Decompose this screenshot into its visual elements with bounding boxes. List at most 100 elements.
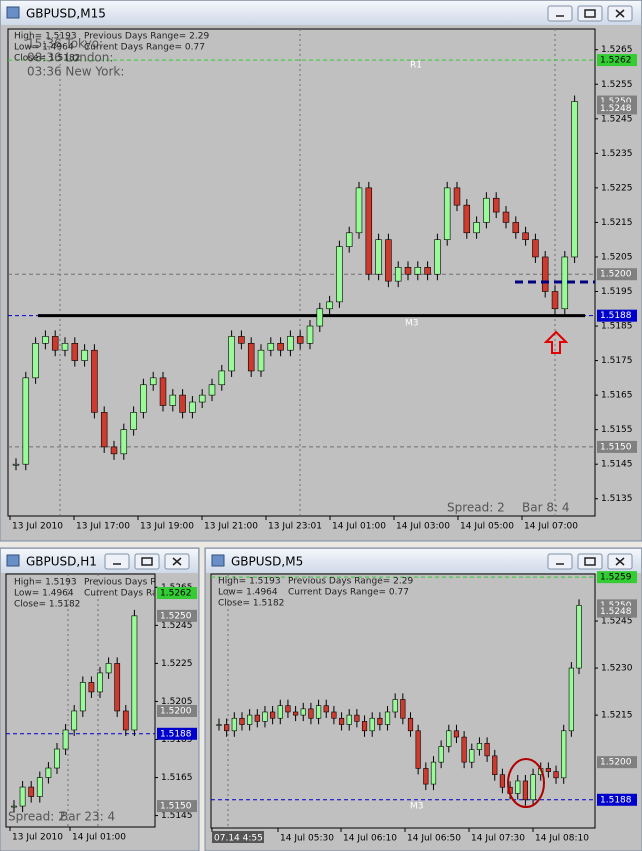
candle	[91, 349, 98, 413]
info-text: High= 1.5193	[218, 577, 281, 587]
minimize-button[interactable]	[547, 553, 573, 570]
y-tick-label: 1.5245	[601, 114, 633, 124]
candle	[553, 771, 559, 779]
minimize-button[interactable]	[104, 553, 130, 570]
candle	[218, 370, 226, 386]
window-icon	[6, 554, 20, 567]
info-text: Close= 1.5182	[14, 54, 80, 64]
price-box-label: 1.5188	[600, 311, 632, 321]
price-box-label: 1.5188	[600, 795, 632, 805]
candle	[208, 384, 216, 396]
candle	[476, 743, 483, 750]
candle	[71, 710, 78, 731]
price-box-label: 1.5200	[160, 706, 192, 716]
window-title: GBPUSD,M15	[26, 7, 106, 21]
price-box-label: 1.5200	[600, 270, 632, 280]
candle	[492, 197, 500, 213]
price-box-label: 1.5262	[600, 56, 632, 66]
candle	[530, 774, 536, 801]
signal-arrow	[543, 330, 569, 354]
y-tick-label: 1.5205	[601, 252, 633, 262]
restore-icon	[584, 557, 596, 566]
plot-content: High= 1.5193 Previous Days Range= 2.29 Low…	[211, 574, 595, 828]
candle	[551, 291, 559, 310]
chart-window: GBPUSD,H1 High= 1.5193 Previous Days Range…	[0, 547, 209, 851]
candle	[308, 708, 314, 719]
candle	[394, 267, 402, 282]
candle	[54, 748, 60, 769]
plot-content: 15:36 Tokyo:08:36 London:03:36 New York:…	[8, 29, 595, 516]
info-text: Previous Days Range= 2.29	[288, 577, 413, 587]
candle	[262, 711, 268, 722]
candle	[61, 343, 69, 351]
y-tick-label: 1.5255	[601, 80, 633, 90]
minimize-button[interactable]	[547, 5, 573, 22]
candle	[338, 717, 345, 725]
candle	[28, 786, 35, 797]
restore-button[interactable]	[577, 553, 603, 570]
x-tick-label: 13 Jul 23:01	[268, 522, 322, 532]
candle	[355, 187, 363, 234]
y-tick-label: 1.5245	[161, 621, 193, 631]
candle	[423, 768, 429, 785]
restore-button[interactable]	[134, 553, 160, 570]
y-tick-label: 1.5175	[601, 356, 633, 366]
info-text: Current Days Range= 0.77	[84, 43, 205, 53]
candle	[438, 746, 444, 763]
candle	[277, 705, 283, 719]
candle	[323, 705, 329, 713]
candle	[32, 343, 39, 379]
candle	[270, 711, 276, 719]
candle	[484, 743, 490, 757]
candle	[377, 717, 383, 725]
candle	[131, 615, 138, 731]
price-box-label: 1.5200	[600, 758, 632, 768]
info-text: Close= 1.5182	[218, 599, 284, 609]
y-tick-label: 1.5225	[161, 659, 193, 669]
candle	[384, 711, 391, 725]
y-tick-label: 1.5245	[601, 617, 633, 627]
candle	[228, 336, 235, 372]
info-text: Previous Days Range= 2.29	[84, 578, 209, 588]
x-tick-label: 14 Jul 08:10	[535, 834, 589, 844]
restore-button[interactable]	[577, 5, 603, 22]
price-box	[157, 609, 197, 622]
candle	[463, 204, 471, 234]
candle	[375, 239, 382, 275]
chart-window: GBPUSD,M5 High= 1.5193 Previous Days Range…	[204, 547, 642, 851]
candle	[404, 267, 412, 275]
x-tick-label: 14 Jul 05:00	[460, 522, 514, 532]
price-box	[157, 800, 197, 813]
candle	[306, 325, 314, 344]
price-box-label: 1.5250	[160, 611, 192, 621]
candle	[346, 714, 352, 725]
candle	[354, 714, 360, 722]
price-box-label: 1.5150	[600, 442, 632, 452]
candle	[231, 717, 237, 732]
price-box	[597, 756, 637, 769]
candle	[12, 463, 20, 466]
candle	[122, 710, 129, 731]
candle	[247, 343, 255, 372]
price-box	[597, 54, 637, 67]
candle	[453, 730, 460, 738]
price-box-label: 1.5248	[600, 607, 632, 617]
candle	[238, 336, 245, 344]
window-title: GBPUSD,M5	[231, 555, 303, 569]
candle	[114, 663, 121, 712]
candle	[453, 187, 461, 206]
candle	[365, 187, 373, 275]
title-bar	[1, 1, 641, 25]
plot-content: High= 1.5193 Previous Days Range= 2.29 Low…	[6, 574, 209, 827]
session-clock: 03:36 New York:	[27, 65, 124, 79]
candle	[502, 211, 510, 223]
highlight-circle	[507, 758, 545, 808]
candle	[515, 780, 521, 794]
y-tick-label: 1.5215	[601, 711, 633, 721]
price-box	[597, 605, 637, 618]
price-box	[597, 102, 637, 115]
candle	[331, 711, 337, 719]
x-tick-label: 07.14 4:55	[214, 834, 263, 844]
candle	[532, 239, 539, 258]
candle	[300, 708, 306, 716]
